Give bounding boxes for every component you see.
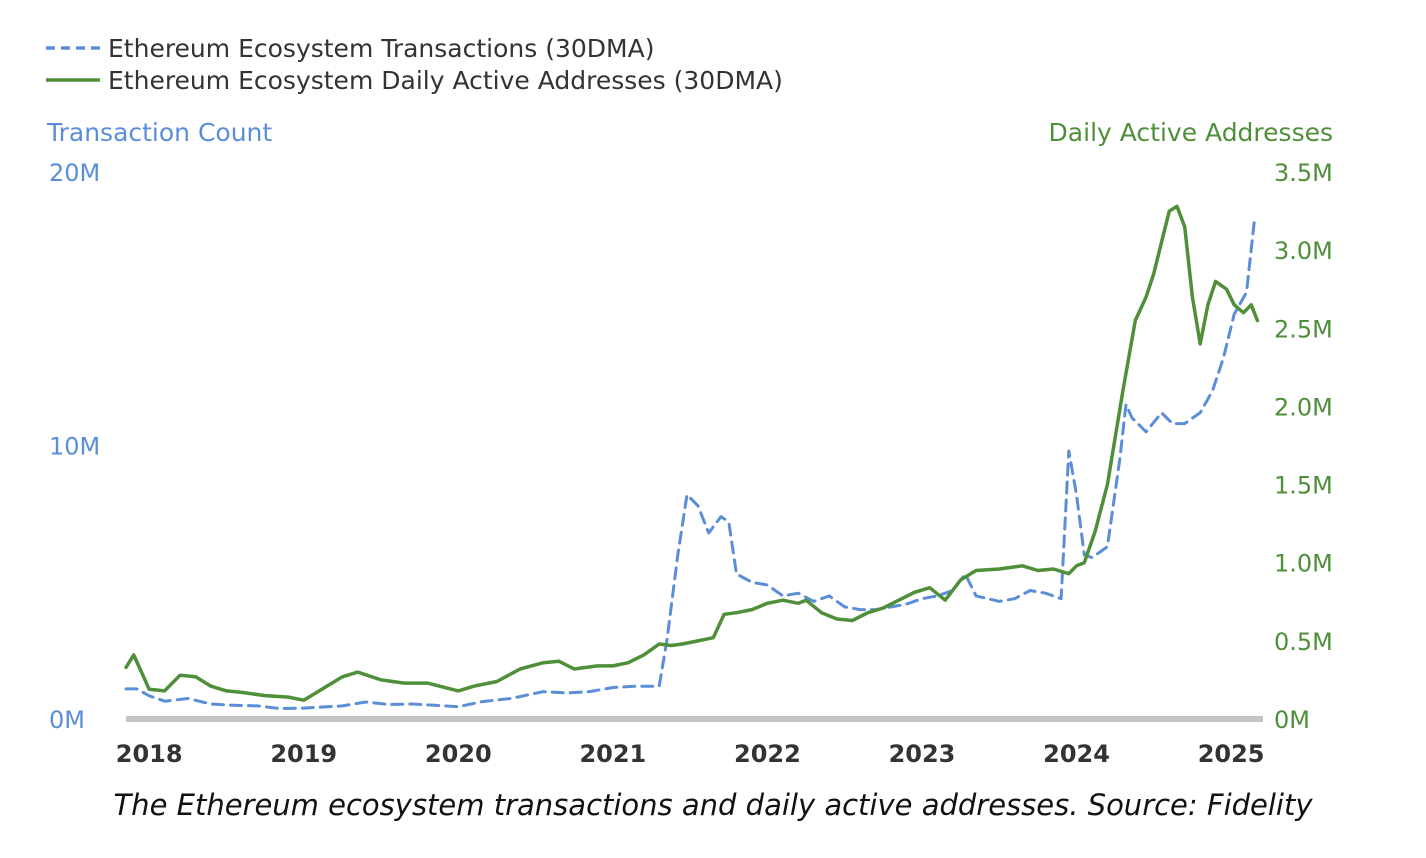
y-right-tick-label: 3.0M xyxy=(1274,237,1333,265)
y-left-tick-label: 0M xyxy=(49,706,85,734)
y-left-tick-label: 20M xyxy=(49,159,100,187)
y-right-tick-label: 0.5M xyxy=(1274,628,1333,656)
y-left-ticks: 20M 10M 0M xyxy=(49,159,100,734)
y-right-ticks: 3.5M 3.0M 2.5M 2.0M 1.5M 1.0M 0.5M 0M xyxy=(1274,159,1333,734)
series-line-transactions xyxy=(124,219,1256,711)
y-right-tick-label: 3.5M xyxy=(1274,159,1333,187)
x-ticks: 2018 2019 2020 2021 2022 2023 2024 2025 xyxy=(116,740,1265,768)
x-tick-label: 2018 xyxy=(116,740,183,768)
y-right-tick-label: 0M xyxy=(1274,706,1310,734)
x-tick-label: 2019 xyxy=(270,740,337,768)
x-tick-label: 2020 xyxy=(425,740,492,768)
x-tick-label: 2021 xyxy=(579,740,646,768)
x-tick-label: 2024 xyxy=(1043,740,1110,768)
series-layer xyxy=(124,204,1260,711)
x-tick-label: 2025 xyxy=(1198,740,1265,768)
x-tick-label: 2022 xyxy=(734,740,801,768)
y-right-tick-label: 2.0M xyxy=(1274,393,1333,421)
y-left-axis-title: Transaction Count xyxy=(46,118,272,147)
y-right-axis-title: Daily Active Addresses xyxy=(1049,118,1333,147)
figure-caption: The Ethereum ecosystem transactions and … xyxy=(113,788,1313,822)
y-left-tick-label: 10M xyxy=(49,433,100,461)
legend: Ethereum Ecosystem Transactions (30DMA) … xyxy=(46,34,783,95)
y-right-tick-label: 2.5M xyxy=(1274,315,1333,343)
y-right-tick-label: 1.5M xyxy=(1274,472,1333,500)
series-line-addresses xyxy=(124,204,1260,702)
legend-label-addresses: Ethereum Ecosystem Daily Active Addresse… xyxy=(108,66,783,95)
y-right-tick-label: 1.0M xyxy=(1274,550,1333,578)
legend-label-transactions: Ethereum Ecosystem Transactions (30DMA) xyxy=(108,34,654,63)
x-tick-label: 2023 xyxy=(889,740,956,768)
